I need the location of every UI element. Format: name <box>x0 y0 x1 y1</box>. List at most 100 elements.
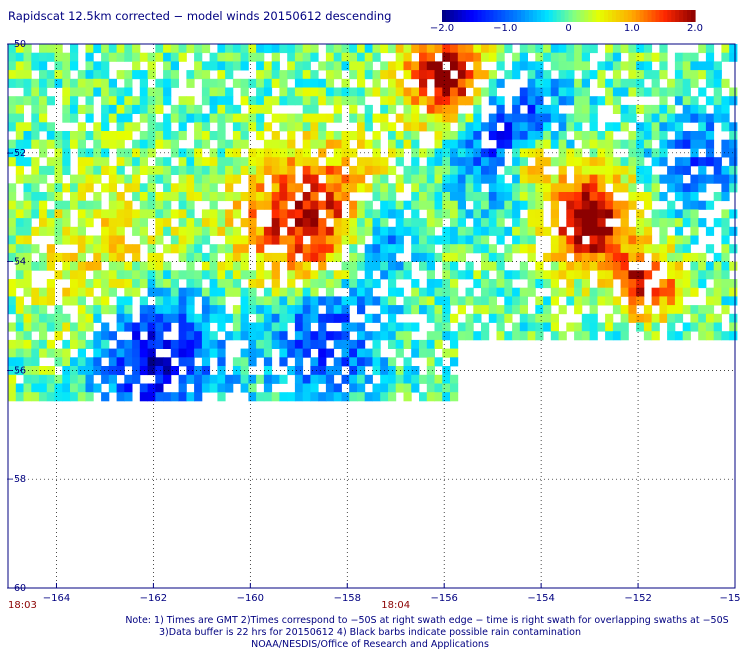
heatmap-cell <box>357 252 366 262</box>
heatmap-cell <box>636 44 645 54</box>
heatmap-cell <box>209 305 218 315</box>
heatmap-cell <box>527 104 536 114</box>
heatmap-cell <box>341 392 350 402</box>
heatmap-cell <box>263 70 273 80</box>
heatmap-cell <box>628 131 637 141</box>
heatmap-cell <box>628 113 637 123</box>
heatmap-cell <box>201 70 211 80</box>
heatmap-cell <box>651 218 660 228</box>
heatmap-cell <box>77 392 86 402</box>
heatmap-cell <box>659 61 668 71</box>
heatmap-cell <box>302 113 311 123</box>
heatmap-cell <box>93 252 102 262</box>
heatmap-cell <box>209 261 218 271</box>
heatmap-cell <box>566 183 575 193</box>
heatmap-cell <box>372 339 381 349</box>
heatmap-cell <box>690 261 699 271</box>
heatmap-cell <box>70 374 79 384</box>
heatmap-cell <box>341 322 350 332</box>
heatmap-cell <box>271 113 280 123</box>
heatmap-cell <box>15 322 24 332</box>
heatmap-cell <box>240 78 249 88</box>
heatmap-cell <box>85 165 94 175</box>
heatmap-cell <box>93 279 102 289</box>
heatmap-cell <box>457 209 466 219</box>
heatmap-cell <box>101 331 110 341</box>
heatmap-cell <box>713 261 722 271</box>
heatmap-cell <box>519 226 528 236</box>
heatmap-cell <box>574 157 583 167</box>
heatmap-cell <box>31 122 40 132</box>
heatmap-cell <box>442 52 451 62</box>
heatmap-cell <box>364 252 373 262</box>
heatmap-cell <box>155 235 164 245</box>
heatmap-cell <box>620 226 629 236</box>
heatmap-cell <box>163 313 172 323</box>
heatmap-cell <box>589 261 598 271</box>
heatmap-cell <box>589 192 598 202</box>
heatmap-cell <box>512 305 521 315</box>
heatmap-cell <box>225 113 234 123</box>
heatmap-cell <box>108 209 117 219</box>
heatmap-cell <box>674 296 684 306</box>
heatmap-cell <box>232 165 242 175</box>
heatmap-cell <box>271 165 280 175</box>
heatmap-cell <box>333 313 342 323</box>
heatmap-cell <box>581 96 590 106</box>
heatmap-cell <box>426 218 435 228</box>
heatmap-cell <box>163 244 172 254</box>
heatmap-cell <box>473 148 482 158</box>
heatmap-cell <box>310 235 319 245</box>
heatmap-cell <box>434 139 443 149</box>
colorbar-segment <box>489 10 494 22</box>
heatmap-cell <box>186 366 195 376</box>
heatmap-cell <box>481 252 490 262</box>
heatmap-cell <box>116 209 125 219</box>
heatmap-cell <box>23 339 32 349</box>
heatmap-cell <box>698 279 707 289</box>
heatmap-cell <box>186 261 195 271</box>
heatmap-cell <box>54 183 63 193</box>
heatmap-cell <box>287 183 296 193</box>
heatmap-cell <box>504 165 513 175</box>
heatmap-cell <box>419 339 428 349</box>
heatmap-cell <box>450 392 459 402</box>
heatmap-cell <box>411 96 420 106</box>
heatmap-cell <box>643 322 653 332</box>
heatmap-cell <box>263 96 273 106</box>
heatmap-cell <box>15 78 24 88</box>
heatmap-cell <box>690 218 699 228</box>
heatmap-cell <box>15 96 24 106</box>
heatmap-cell <box>62 261 71 271</box>
heatmap-cell <box>209 61 218 71</box>
heatmap-cell <box>302 61 311 71</box>
heatmap-cell <box>139 296 148 306</box>
heatmap-cell <box>15 261 24 271</box>
heatmap-cell <box>558 96 567 106</box>
heatmap-cell <box>139 192 148 202</box>
heatmap-cell <box>721 261 730 271</box>
colorbar-segment <box>509 10 514 22</box>
heatmap-cell <box>426 374 435 384</box>
heatmap-cell <box>667 305 676 315</box>
heatmap-cell <box>46 313 55 323</box>
heatmap-cell <box>597 61 606 71</box>
heatmap-cell <box>574 218 583 228</box>
heatmap-cell <box>527 174 536 184</box>
heatmap-cell <box>139 313 148 323</box>
heatmap-cell <box>605 322 614 332</box>
heatmap-cell <box>527 96 536 106</box>
heatmap-cell <box>39 200 48 210</box>
heatmap-cell <box>240 44 249 54</box>
heatmap-cell <box>310 87 319 97</box>
colorbar-segment <box>442 10 447 22</box>
heatmap-cell <box>713 78 722 88</box>
colorbar-segment <box>497 10 502 22</box>
swath-time-label: 18:04 <box>381 600 410 611</box>
heatmap-cell <box>364 61 373 71</box>
heatmap-cell <box>519 122 528 132</box>
heatmap-cell <box>419 287 428 297</box>
heatmap-cell <box>566 52 575 62</box>
heatmap-cell <box>380 183 389 193</box>
heatmap-cell <box>108 357 117 367</box>
